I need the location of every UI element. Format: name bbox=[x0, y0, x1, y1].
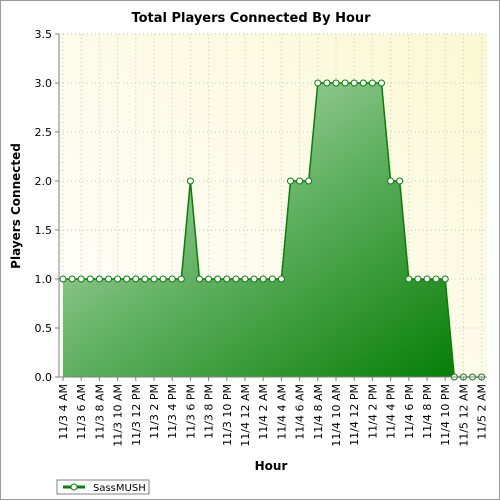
y-tick-label: 0.5 bbox=[35, 322, 53, 335]
x-axis-label: Hour bbox=[255, 459, 288, 473]
x-tick-label: 11/4 8 PM bbox=[421, 384, 434, 439]
data-point bbox=[77, 275, 85, 283]
data-point bbox=[441, 275, 449, 283]
x-tick-label: 11/4 8 AM bbox=[312, 384, 325, 440]
data-point bbox=[177, 275, 185, 283]
data-point bbox=[432, 275, 440, 283]
x-tick-label: 11/4 10 AM bbox=[330, 384, 343, 447]
data-point bbox=[387, 177, 395, 185]
x-tick-label: 11/4 2 AM bbox=[257, 384, 270, 440]
x-tick-label: 11/4 12 PM bbox=[348, 384, 361, 446]
x-tick-label: 11/3 4 PM bbox=[166, 384, 179, 439]
data-point bbox=[196, 275, 203, 283]
data-point bbox=[332, 79, 340, 87]
data-point bbox=[241, 275, 249, 283]
y-axis-label: Players Connected bbox=[9, 143, 23, 269]
data-point bbox=[205, 275, 213, 283]
x-tick-label: 11/3 4 AM bbox=[57, 384, 70, 440]
data-point bbox=[287, 177, 294, 185]
y-tick-label: 1.0 bbox=[35, 273, 53, 286]
x-tick-label: 11/3 10 AM bbox=[112, 384, 125, 447]
legend: SassMUSH bbox=[56, 479, 150, 495]
data-point bbox=[350, 79, 358, 87]
data-point bbox=[95, 275, 103, 283]
x-tick-label: 11/4 12 AM bbox=[239, 384, 252, 447]
x-tick-label: 11/3 6 AM bbox=[75, 384, 88, 440]
data-point bbox=[68, 275, 76, 283]
data-point bbox=[423, 275, 431, 283]
data-point bbox=[341, 79, 349, 87]
data-point bbox=[368, 79, 376, 87]
y-tick-label: 3.5 bbox=[35, 28, 53, 41]
x-tick-label: 11/4 4 PM bbox=[385, 384, 398, 439]
data-point bbox=[159, 275, 167, 283]
data-point bbox=[59, 275, 67, 283]
data-point bbox=[232, 275, 240, 283]
chart-title: Total Players Connected By Hour bbox=[131, 11, 371, 26]
x-tick-label: 11/4 6 PM bbox=[403, 384, 416, 439]
y-tick-label: 3.0 bbox=[35, 77, 53, 90]
data-point bbox=[114, 275, 122, 283]
data-point bbox=[123, 275, 131, 283]
x-tick-label: 11/3 8 PM bbox=[203, 384, 216, 439]
data-point bbox=[396, 177, 404, 185]
legend-label-sassmush: SassMUSH bbox=[93, 483, 146, 494]
data-point bbox=[268, 275, 276, 283]
x-tick-label: 11/4 4 AM bbox=[275, 384, 288, 440]
data-point bbox=[132, 275, 140, 283]
data-point bbox=[405, 275, 413, 283]
data-point bbox=[359, 79, 367, 87]
x-tick-label: 11/5 2 AM bbox=[476, 384, 489, 440]
data-point bbox=[414, 275, 422, 283]
data-point bbox=[214, 275, 222, 283]
y-tick-label: 0.0 bbox=[35, 371, 53, 384]
data-point bbox=[296, 177, 304, 185]
data-point bbox=[141, 275, 149, 283]
legend-box bbox=[56, 479, 150, 495]
data-point bbox=[168, 275, 176, 283]
x-tick-label: 11/3 6 PM bbox=[184, 384, 197, 439]
data-point bbox=[223, 275, 231, 283]
x-tick-label: 11/4 2 PM bbox=[366, 384, 379, 439]
x-tick-label: 11/3 12 PM bbox=[130, 384, 143, 446]
x-tick-label: 11/5 12 AM bbox=[457, 384, 470, 447]
data-point bbox=[86, 275, 94, 283]
data-point bbox=[323, 79, 331, 87]
x-tick-label: 11/4 10 PM bbox=[439, 384, 452, 446]
data-point bbox=[314, 79, 322, 87]
data-point bbox=[277, 275, 285, 283]
series-area-sassmush bbox=[63, 83, 482, 377]
legend-point-marker bbox=[70, 483, 78, 491]
data-point bbox=[378, 79, 385, 87]
y-tick-label: 1.5 bbox=[35, 224, 53, 237]
data-point bbox=[305, 177, 313, 185]
data-point bbox=[150, 275, 158, 283]
y-tick-label: 2.5 bbox=[35, 126, 53, 139]
x-tick-label: 11/3 8 AM bbox=[93, 384, 106, 440]
data-point bbox=[105, 275, 112, 283]
data-point bbox=[186, 177, 194, 185]
x-tick-label: 11/3 2 PM bbox=[148, 384, 161, 439]
data-point bbox=[259, 275, 267, 283]
data-point bbox=[250, 275, 258, 283]
x-tick-label: 11/3 10 PM bbox=[221, 384, 234, 446]
x-tick-label: 11/4 6 AM bbox=[294, 384, 307, 440]
y-tick-label: 2.0 bbox=[35, 175, 53, 188]
